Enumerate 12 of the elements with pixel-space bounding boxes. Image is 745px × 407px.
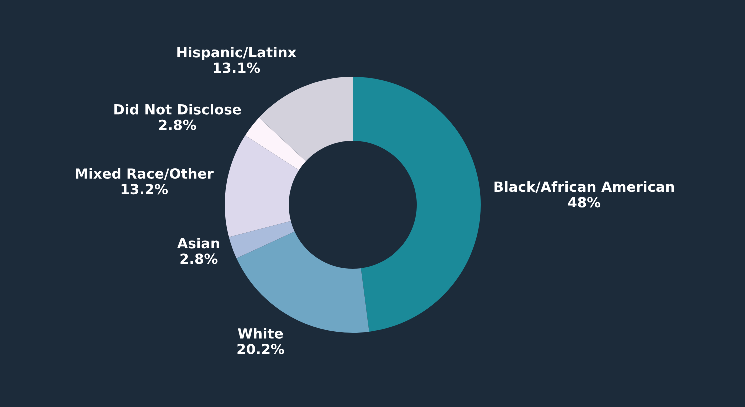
slice-label: Asian [177,238,220,249]
data-label: 2.8% [180,254,218,264]
slice-label: Hispanic/Latinx [178,46,297,60]
slice-label: Did Not Disclose [114,104,242,115]
slice-label: White [238,328,284,339]
data-label: 2.8% [159,120,196,130]
slice-label: Mixed Race/Other [76,168,214,180]
data-label: 48% [568,197,601,208]
data-label: 13.1% [214,62,260,74]
data-label: 13.2% [122,184,168,195]
slice-label: Black/African American [494,181,674,194]
data-label: 20.2% [238,344,284,355]
